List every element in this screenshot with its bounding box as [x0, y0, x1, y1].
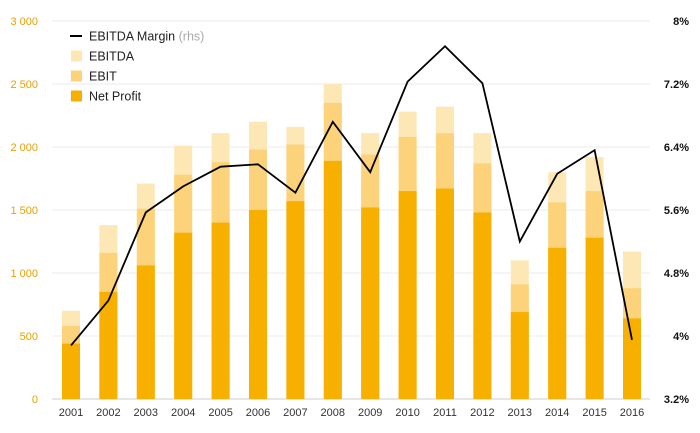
line-ebitda-margin — [71, 46, 632, 345]
x-axis-tick-label: 2010 — [395, 407, 419, 419]
legend-label: EBITDA Margin (rhs) — [89, 30, 204, 44]
right-axis-tick-label: 5.6% — [664, 205, 689, 217]
x-axis-tick-label: 2004 — [171, 407, 195, 419]
margin-line — [71, 46, 632, 345]
bar-net-profit — [473, 213, 491, 399]
bar-net-profit — [548, 248, 566, 399]
bar-net-profit — [399, 191, 417, 399]
x-axis-tick-label: 2015 — [582, 407, 606, 419]
right-axis-tick-label: 4% — [673, 331, 689, 343]
right-axis-tick-label: 6.4% — [664, 142, 689, 154]
x-axis-tick-label: 2012 — [470, 407, 494, 419]
legend-label-suffix: (rhs) — [175, 30, 204, 44]
x-axis-tick-label: 2008 — [321, 407, 345, 419]
legend-label: EBITDA — [89, 50, 135, 64]
chart: 0 500 1 000 1 500 2 000 2 500 3 000 3.2% 4% 4.8%… — [0, 0, 700, 433]
legend-label: EBIT — [89, 70, 117, 84]
right-axis-tick-label: 3.2% — [664, 394, 689, 406]
right-axis: 3.2% 4% 4.8% 5.6% 6.4% 7.2% 8% — [664, 16, 689, 406]
bar-net-profit — [623, 318, 641, 399]
right-axis-tick-label: 4.8% — [664, 268, 689, 280]
bar-net-profit — [586, 238, 604, 399]
legend-swatch — [71, 91, 82, 102]
bar-net-profit — [212, 223, 230, 399]
bar-net-profit — [249, 210, 267, 399]
left-axis-tick-label: 3 000 — [10, 16, 38, 28]
x-axis-tick-label: 2011 — [433, 407, 457, 419]
legend-swatch — [71, 51, 82, 62]
x-axis-tick-label: 2014 — [545, 407, 569, 419]
left-axis-tick-label: 2 500 — [10, 79, 38, 91]
x-axis-tick-label: 2013 — [508, 407, 532, 419]
bar-net-profit — [324, 161, 342, 399]
bar-net-profit — [137, 265, 155, 399]
bar-net-profit — [286, 201, 304, 399]
bar-net-profit — [436, 189, 454, 399]
left-axis: 0 500 1 000 1 500 2 000 2 500 3 000 — [10, 16, 38, 406]
bars — [62, 84, 641, 399]
x-axis-tick-label: 2001 — [59, 407, 83, 419]
bar-net-profit — [511, 312, 529, 399]
x-axis-tick-label: 2005 — [208, 407, 232, 419]
x-axis-tick-label: 2009 — [358, 407, 382, 419]
x-axis-tick-label: 2016 — [620, 407, 644, 419]
legend: EBITDA Margin (rhs) EBITDA EBIT Net Profit — [70, 30, 204, 104]
x-axis-tick-label: 2002 — [96, 407, 120, 419]
left-axis-tick-label: 1 500 — [10, 205, 38, 217]
x-axis-tick-label: 2003 — [134, 407, 158, 419]
left-axis-tick-label: 1 000 — [10, 268, 38, 280]
left-axis-tick-label: 0 — [32, 394, 38, 406]
bar-net-profit — [361, 207, 379, 399]
legend-label: Net Profit — [89, 90, 142, 104]
x-axis: 2001 2002 2003 2004 2005 2006 2007 2008 2009 2010… — [59, 407, 644, 419]
right-axis-tick-label: 7.2% — [664, 79, 689, 91]
bar-net-profit — [62, 344, 80, 399]
left-axis-tick-label: 500 — [20, 331, 38, 343]
bar-net-profit — [174, 233, 192, 399]
x-axis-tick-label: 2006 — [246, 407, 270, 419]
legend-swatch — [71, 71, 82, 82]
right-axis-tick-label: 8% — [673, 16, 689, 28]
left-axis-tick-label: 2 000 — [10, 142, 38, 154]
x-axis-tick-label: 2007 — [283, 407, 307, 419]
